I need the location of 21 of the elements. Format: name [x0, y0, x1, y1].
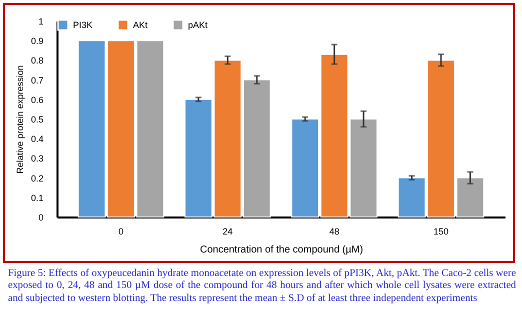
y-tick-label: 0.2 — [30, 173, 44, 184]
x-tick-label: 48 — [329, 226, 340, 236]
legend-label: AKt — [133, 20, 148, 30]
y-tick-label: 0.7 — [30, 75, 44, 86]
x-tick-label: 0 — [118, 226, 124, 236]
y-tick-label: 1 — [38, 16, 44, 26]
y-tick-label: 0.4 — [30, 134, 44, 144]
x-tick-label: 150 — [433, 226, 449, 236]
x-axis-title: Concentration of the compound (µM) — [200, 244, 364, 256]
legend-label: pAKt — [188, 20, 208, 30]
y-tick-label: 0 — [38, 212, 44, 222]
y-tick-label: 0.3 — [30, 154, 44, 164]
x-tick-label: 24 — [222, 226, 233, 236]
y-tick-label: 0.8 — [30, 56, 44, 66]
y-axis-title: Relative protein expression — [14, 65, 25, 174]
y-tick-label: 0.9 — [30, 36, 44, 46]
legend-label: PI3K — [73, 20, 93, 30]
y-tick-label: 0.1 — [30, 192, 44, 203]
y-tick-label: 0.6 — [30, 94, 44, 105]
caption: Figure 5: Effects of oxypeucedanin hydrate monoacetate on expression levels of pPI3K, Akt, pAkt. The Caco-2 cells were exposed to 0, 24, 48 and 150 µM dose of the compound for 48 hours and after which whole cell lysates were extracted and subjected to western blotting. The results represent the mean ± S.D of at least three independent experiments — [8, 268, 516, 306]
y-tick-label: 0.5 — [30, 114, 44, 124]
